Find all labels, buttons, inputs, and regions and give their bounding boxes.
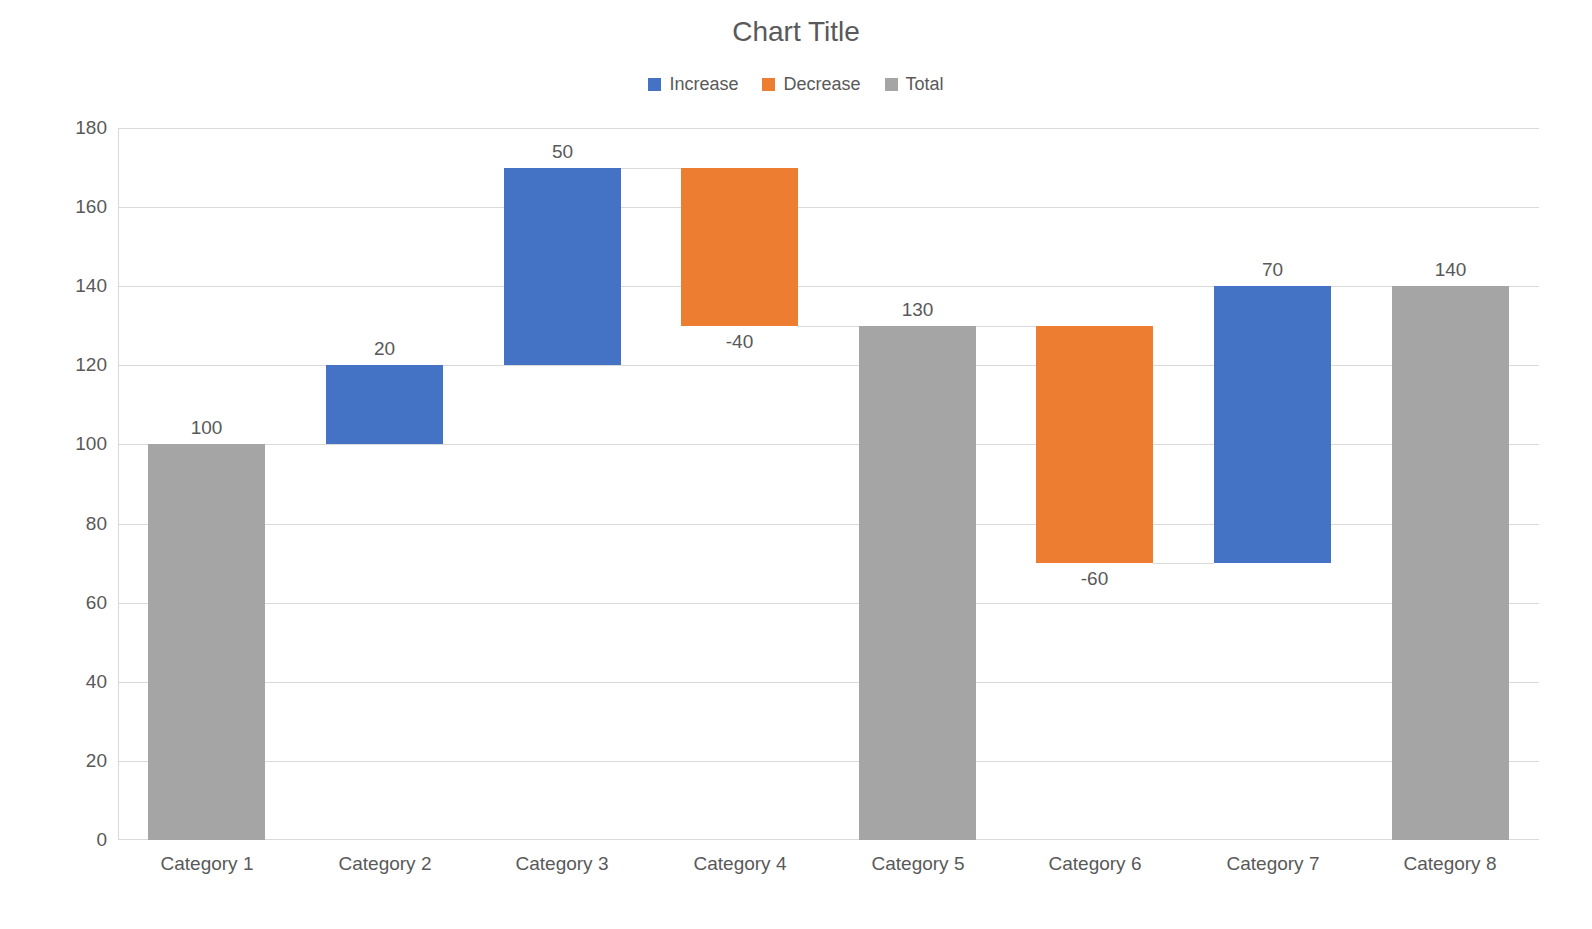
bar-increase-3 (504, 168, 621, 365)
category-label-3: Category 3 (473, 853, 651, 875)
y-tick-label-180: 180 (0, 117, 107, 139)
category-label-4: Category 4 (651, 853, 829, 875)
category-label-6: Category 6 (1006, 853, 1184, 875)
y-axis-line (118, 128, 119, 840)
legend-swatch-increase (648, 78, 661, 91)
connector-line-3 (621, 168, 682, 169)
bar-increase-2 (326, 365, 443, 444)
y-tick-label-100: 100 (0, 433, 107, 455)
connector-line-4 (798, 326, 859, 327)
connector-line-6 (1153, 563, 1214, 564)
gridline-180 (118, 128, 1539, 129)
gridline-60 (118, 603, 1539, 604)
chart-title: Chart Title (0, 16, 1592, 48)
bar-decrease-6 (1036, 326, 1153, 563)
legend-label-decrease: Decrease (783, 74, 860, 95)
legend-swatch-total (885, 78, 898, 91)
data-label-2: 20 (326, 338, 443, 360)
y-tick-label-140: 140 (0, 275, 107, 297)
bar-total-1 (148, 444, 265, 840)
data-label-3: 50 (504, 141, 621, 163)
legend-item-decrease: Decrease (762, 74, 860, 95)
legend-swatch-decrease (762, 78, 775, 91)
connector-line-5 (976, 326, 1037, 327)
category-label-8: Category 8 (1361, 853, 1539, 875)
data-label-4: -40 (681, 331, 798, 353)
connector-line-7 (1331, 286, 1392, 287)
bar-increase-7 (1214, 286, 1331, 563)
legend-label-total: Total (906, 74, 944, 95)
plot-area: 100Category 120Category 250Category 3-40… (118, 128, 1539, 840)
gridline-20 (118, 761, 1539, 762)
y-tick-label-160: 160 (0, 196, 107, 218)
waterfall-chart: Chart Title IncreaseDecreaseTotal 100Cat… (0, 0, 1592, 929)
data-label-1: 100 (148, 417, 265, 439)
bar-total-8 (1392, 286, 1509, 840)
legend: Increase Decrease Total (0, 74, 1592, 95)
category-label-7: Category 7 (1184, 853, 1362, 875)
category-label-2: Category 2 (296, 853, 474, 875)
y-tick-label-60: 60 (0, 592, 107, 614)
category-label-1: Category 1 (118, 853, 296, 875)
gridline-160 (118, 207, 1539, 208)
data-label-7: 70 (1214, 259, 1331, 281)
y-tick-label-80: 80 (0, 513, 107, 535)
y-tick-label-0: 0 (0, 829, 107, 851)
bar-total-5 (859, 326, 976, 840)
data-label-8: 140 (1392, 259, 1509, 281)
category-label-5: Category 5 (829, 853, 1007, 875)
legend-item-total: Total (885, 74, 944, 95)
data-label-6: -60 (1036, 568, 1153, 590)
y-tick-label-20: 20 (0, 750, 107, 772)
connector-line-2 (443, 365, 504, 366)
y-tick-label-40: 40 (0, 671, 107, 693)
data-label-5: 130 (859, 299, 976, 321)
x-axis-line (118, 839, 1539, 840)
legend-label-increase: Increase (669, 74, 738, 95)
bar-decrease-4 (681, 168, 798, 326)
y-tick-label-120: 120 (0, 354, 107, 376)
gridline-40 (118, 682, 1539, 683)
legend-item-increase: Increase (648, 74, 738, 95)
connector-line-1 (265, 444, 326, 445)
